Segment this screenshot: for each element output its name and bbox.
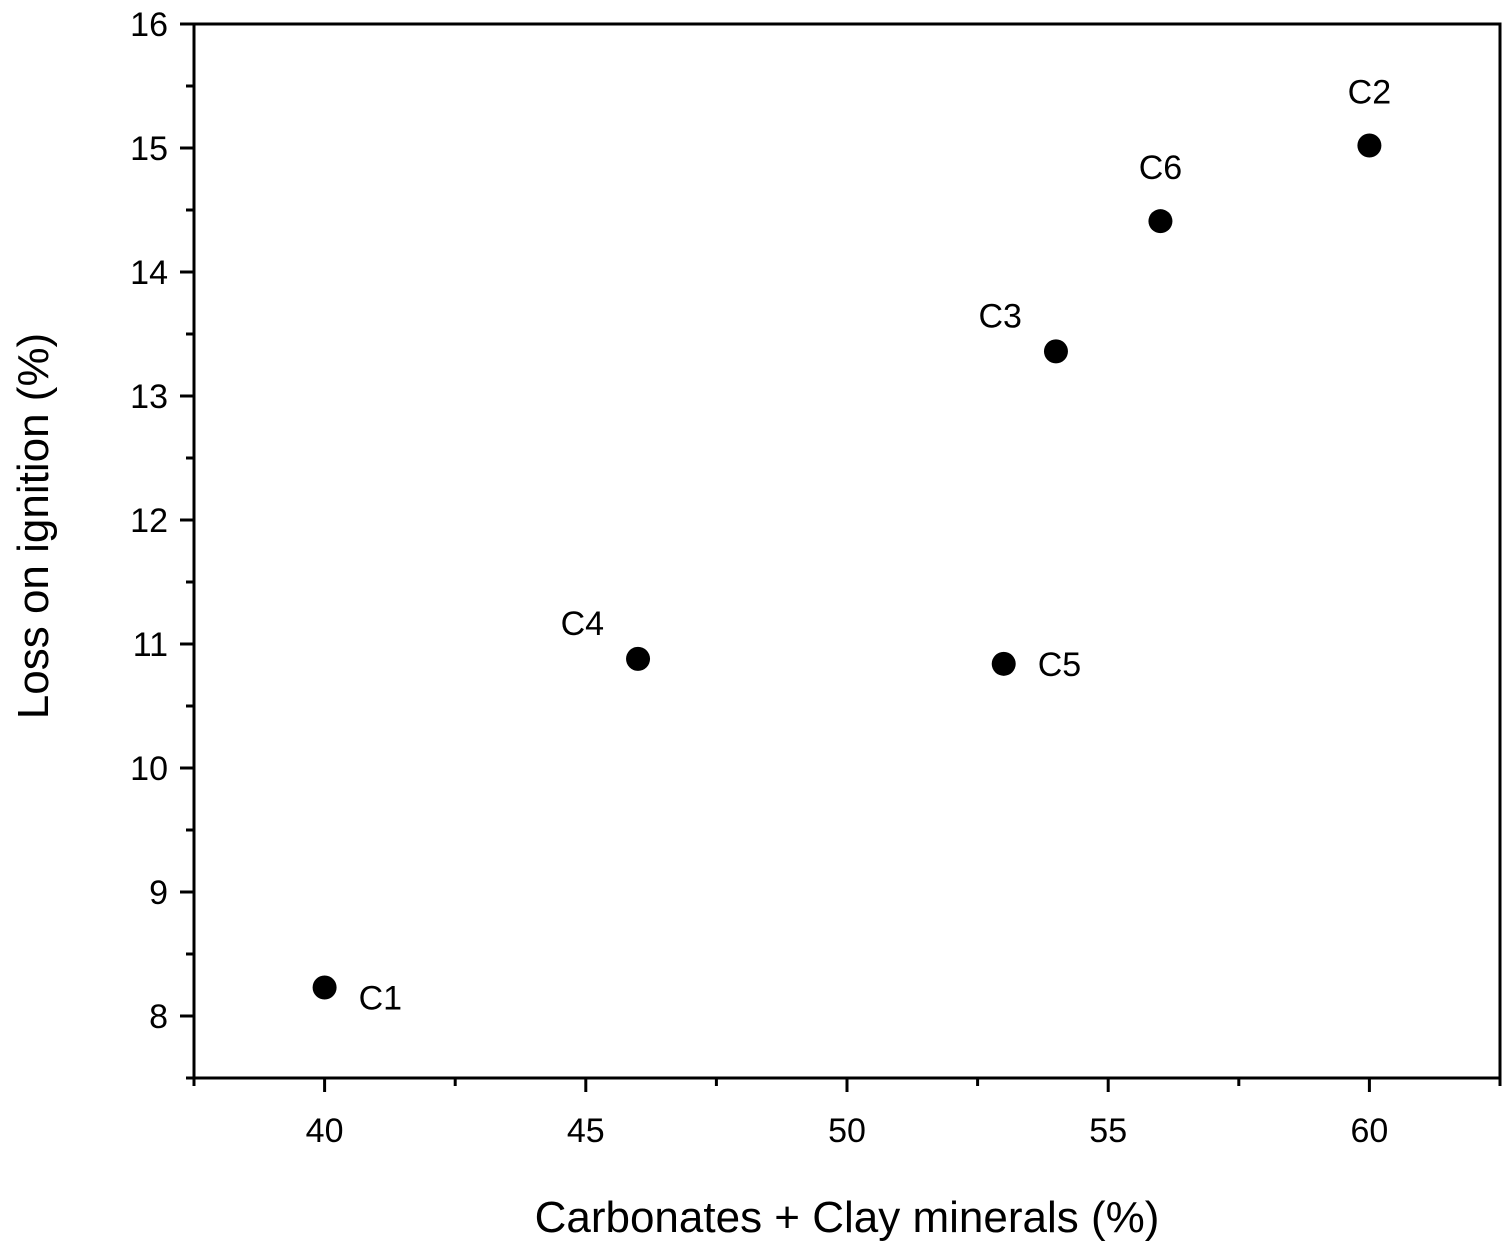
x-tick-label: 60 — [1350, 1112, 1388, 1150]
x-tick-label: 45 — [567, 1112, 605, 1150]
y-axis: 8 9 10 11 12 13 14 15 16 — [130, 6, 194, 1080]
y-tick-label: 12 — [130, 502, 168, 540]
point-label-c4: C4 — [561, 605, 604, 643]
y-tick-label: 15 — [130, 130, 168, 168]
data-point-c1 — [312, 975, 337, 1000]
x-axis: 40 45 50 55 60 — [192, 1078, 1502, 1150]
y-tick-label: 10 — [130, 750, 168, 788]
point-label-c3: C3 — [978, 297, 1021, 335]
data-point-c2 — [1357, 133, 1382, 158]
data-point-c5 — [991, 651, 1016, 676]
y-tick-label: 8 — [149, 998, 168, 1036]
y-tick-label: 11 — [133, 626, 168, 664]
y-axis-title: Loss on ignition (%) — [9, 333, 58, 719]
data-point-c3 — [1043, 339, 1068, 364]
y-tick-label: 9 — [149, 874, 168, 912]
x-tick-label: 50 — [828, 1112, 866, 1150]
data-point-c4 — [626, 646, 651, 671]
point-label-c2: C2 — [1348, 74, 1391, 112]
y-tick-label: 16 — [130, 6, 168, 44]
plot-frame — [192, 22, 1502, 1080]
x-axis-title: Carbonates + Clay minerals (%) — [535, 1193, 1160, 1242]
x-tick-label: 40 — [306, 1112, 344, 1150]
y-tick-label: 13 — [130, 378, 168, 416]
x-tick-label: 55 — [1089, 1112, 1127, 1150]
point-label-c5: C5 — [1038, 646, 1081, 684]
point-label-c1: C1 — [359, 979, 402, 1017]
point-label-c6: C6 — [1139, 149, 1182, 187]
y-tick-label: 14 — [130, 254, 168, 292]
data-points: C1 C2 C3 C4 C5 C6 — [312, 74, 1391, 1017]
data-point-c6 — [1148, 209, 1173, 234]
